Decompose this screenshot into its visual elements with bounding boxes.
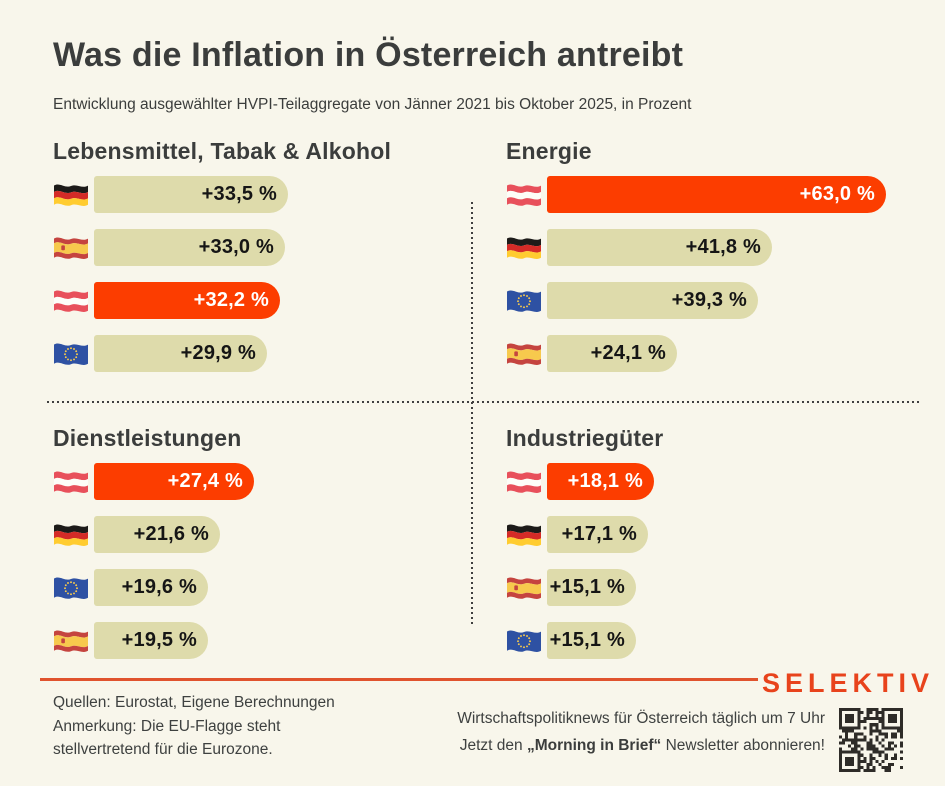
sources-line: Quellen: Eurostat, Eigene Berechnungen <box>53 694 335 711</box>
value-bar: +32,2 % <box>94 282 280 319</box>
category-section-dienstleistungen: Dienstleistungen +27,4 % +21,6 % +19,6 % +1… <box>53 425 463 675</box>
bar-rows: +27,4 % +21,6 % +19,6 % +19,5 % <box>53 463 463 659</box>
flag-spain-icon <box>506 574 542 602</box>
value-bar: +33,0 % <box>94 229 285 266</box>
sources-line: stellvertretend für die Eurozone. <box>53 741 273 758</box>
bar-row: +41,8 % <box>506 229 916 266</box>
newsletter-name: „Morning in Brief“ <box>526 737 662 754</box>
value-bar: +41,8 % <box>547 229 772 266</box>
value-bar: +17,1 % <box>547 516 648 553</box>
category-title: Lebensmittel, Tabak & Alkohol <box>53 138 392 164</box>
value-bar: +63,0 % <box>547 176 886 213</box>
flag-spain-icon <box>53 627 89 655</box>
value-bar: +24,1 % <box>547 335 677 372</box>
qr-code-icon <box>839 708 903 772</box>
bar-value-label: +33,0 % <box>198 236 274 258</box>
page-subtitle: Entwicklung ausgewählter HVPI-Teilaggreg… <box>53 96 692 113</box>
bar-row: +19,5 % <box>53 622 463 659</box>
bar-row: +33,0 % <box>53 229 463 266</box>
flag-austria-icon <box>53 468 89 496</box>
bar-row: +29,9 % <box>53 335 463 372</box>
flag-germany-icon <box>506 234 542 262</box>
flag-european-union-icon <box>506 627 542 655</box>
bar-value-label: +19,5 % <box>121 629 197 651</box>
bar-row: +21,6 % <box>53 516 463 553</box>
bar-value-label: +19,6 % <box>121 576 197 598</box>
category-section-lebensmittel: Lebensmittel, Tabak & Alkohol +33,5 % +33… <box>53 138 463 388</box>
bar-value-label: +39,3 % <box>671 289 747 311</box>
bar-row: +17,1 % <box>506 516 916 553</box>
value-bar: +15,1 % <box>547 622 636 659</box>
footer-accent-line <box>40 678 758 681</box>
value-bar: +21,6 % <box>94 516 220 553</box>
bar-row: +15,1 % <box>506 622 916 659</box>
flag-spain-icon <box>53 234 89 262</box>
flag-european-union-icon <box>506 287 542 315</box>
value-bar: +15,1 % <box>547 569 636 606</box>
bar-row: +63,0 % <box>506 176 916 213</box>
sources-line: Anmerkung: Die EU-Flagge steht <box>53 717 281 735</box>
horizontal-dashed-divider <box>47 401 920 403</box>
flag-european-union-icon <box>53 340 89 368</box>
bar-row: +15,1 % <box>506 569 916 606</box>
flag-spain-icon <box>506 340 542 368</box>
newsletter-promo: Wirtschaftspolitiknews für Österreich tä… <box>457 705 825 759</box>
bar-value-label: +15,1 % <box>549 629 625 651</box>
value-bar: +19,6 % <box>94 569 208 606</box>
flag-germany-icon <box>53 181 89 209</box>
bar-value-label: +17,1 % <box>561 523 637 545</box>
flag-austria-icon <box>53 287 89 315</box>
selektiv-logo: SELEKTIV <box>761 668 934 698</box>
bar-value-label: +29,9 % <box>180 342 256 364</box>
sources-note: Quellen: Eurostat, Eigene Berechnungen A… <box>53 691 335 762</box>
value-bar: +33,5 % <box>94 176 288 213</box>
bar-row: +27,4 % <box>53 463 463 500</box>
flag-european-union-icon <box>53 574 89 602</box>
promo-line: Jetzt den „Morning in Brief“ Newsletter … <box>459 737 825 754</box>
bar-row: +19,6 % <box>53 569 463 606</box>
value-bar: +29,9 % <box>94 335 267 372</box>
category-title: Energie <box>506 138 592 164</box>
bar-value-label: +32,2 % <box>193 289 269 311</box>
category-section-energie: Energie +63,0 % +41,8 % +39,3 % +24,1 % <box>506 138 916 388</box>
bar-rows: +63,0 % +41,8 % +39,3 % +24,1 % <box>506 176 916 372</box>
value-bar: +18,1 % <box>547 463 654 500</box>
bar-value-label: +15,1 % <box>549 576 625 598</box>
bar-value-label: +33,5 % <box>201 183 277 205</box>
flag-germany-icon <box>506 521 542 549</box>
category-title: Dienstleistungen <box>53 425 242 451</box>
bar-row: +32,2 % <box>53 282 463 319</box>
bar-row: +39,3 % <box>506 282 916 319</box>
bar-row: +24,1 % <box>506 335 916 372</box>
category-title: Industriegüter <box>506 425 664 451</box>
flag-austria-icon <box>506 181 542 209</box>
category-section-industrieguete: Industriegüter +18,1 % +17,1 % +15,1 % +15,… <box>506 425 916 675</box>
bar-value-label: +63,0 % <box>799 183 875 205</box>
vertical-dashed-divider <box>471 202 473 627</box>
bar-rows: +18,1 % +17,1 % +15,1 % +15,1 % <box>506 463 916 659</box>
bar-row: +33,5 % <box>53 176 463 213</box>
value-bar: +39,3 % <box>547 282 758 319</box>
value-bar: +27,4 % <box>94 463 254 500</box>
bar-value-label: +18,1 % <box>567 470 643 492</box>
bar-row: +18,1 % <box>506 463 916 500</box>
bar-value-label: +27,4 % <box>167 470 243 492</box>
bar-rows: +33,5 % +33,0 % +32,2 % +29,9 % <box>53 176 463 372</box>
bar-value-label: +24,1 % <box>590 342 666 364</box>
bar-value-label: +41,8 % <box>685 236 761 258</box>
flag-germany-icon <box>53 521 89 549</box>
page-title: Was die Inflation in Österreich antreibt <box>53 36 684 74</box>
value-bar: +19,5 % <box>94 622 208 659</box>
bar-value-label: +21,6 % <box>133 523 209 545</box>
promo-line: Wirtschaftspolitiknews für Österreich tä… <box>457 710 825 727</box>
flag-austria-icon <box>506 468 542 496</box>
